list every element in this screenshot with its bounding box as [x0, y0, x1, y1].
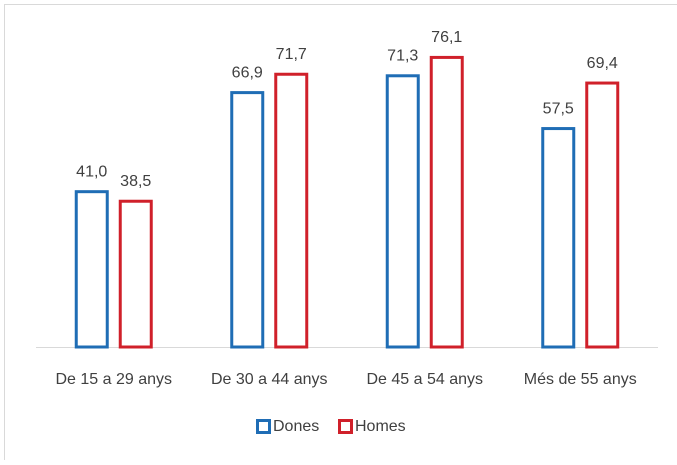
bar	[120, 201, 151, 347]
legend-label: Dones	[273, 418, 319, 435]
data-label: 66,9	[232, 64, 263, 81]
data-label: 71,7	[276, 46, 307, 63]
x-tick-label: Més de 55 anys	[524, 371, 637, 388]
data-label: 38,5	[120, 173, 151, 190]
bar	[76, 192, 107, 347]
bar	[587, 83, 618, 347]
bar	[276, 74, 307, 347]
data-label: 76,1	[431, 29, 462, 46]
bar	[232, 93, 263, 347]
data-label: 71,3	[387, 47, 418, 64]
x-tick-label: De 30 a 44 anys	[211, 371, 328, 388]
bar	[543, 129, 574, 347]
bar	[431, 57, 462, 347]
legend-swatch	[340, 421, 352, 433]
data-label: 69,4	[587, 55, 618, 72]
legend-swatch	[258, 421, 270, 433]
data-label: 41,0	[76, 163, 107, 180]
x-tick-label: De 15 a 29 anys	[55, 371, 172, 388]
x-tick-label: De 45 a 54 anys	[366, 371, 483, 388]
data-label: 57,5	[543, 100, 574, 117]
bar	[387, 76, 418, 347]
legend-label: Homes	[355, 418, 406, 435]
